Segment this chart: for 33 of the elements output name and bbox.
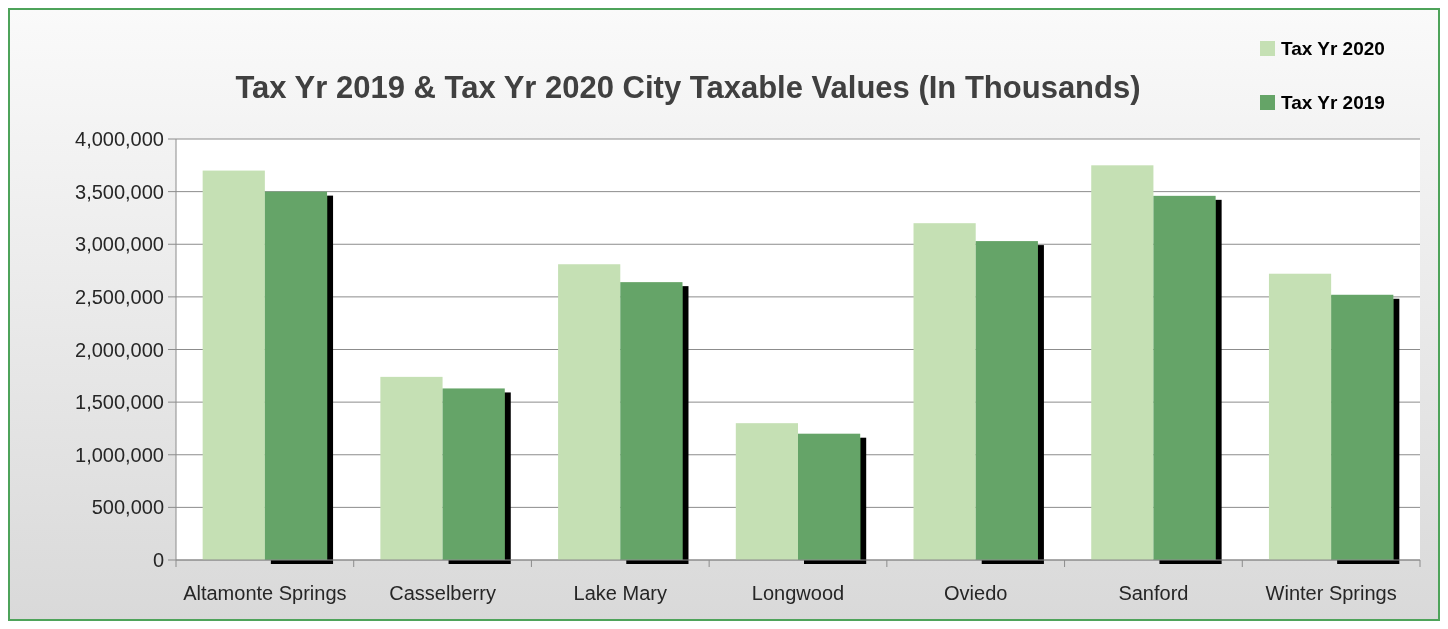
y-tick-label: 2,500,000: [75, 285, 164, 308]
x-tick-label: Lake Mary: [573, 582, 667, 604]
bar: [975, 241, 1038, 560]
x-tick-label: Altamonte Springs: [183, 582, 347, 604]
y-tick-label: 2,000,000: [75, 338, 164, 361]
bar: [264, 191, 328, 560]
bar: [558, 264, 621, 560]
bar: [1331, 294, 1394, 560]
chart-title: Tax Yr 2019 & Tax Yr 2020 City Taxable Values (In Thousands): [235, 70, 1141, 105]
bar: [798, 433, 861, 560]
bar: [380, 376, 443, 560]
x-tick-label: Winter Springs: [1265, 582, 1397, 604]
y-tick-label: 3,000,000: [75, 233, 164, 256]
bar: [1153, 195, 1216, 560]
y-tick-label: 3,500,000: [75, 180, 164, 203]
bar: [620, 282, 683, 560]
y-tick-label: 1,500,000: [75, 391, 164, 414]
y-tick-label: 1,000,000: [75, 443, 164, 466]
bar: [1091, 165, 1154, 560]
x-tick-label: Longwood: [751, 582, 845, 604]
legend-label: Tax Yr 2019: [1281, 92, 1385, 113]
x-tick-label: Casselberry: [389, 582, 496, 604]
x-tick-label: Sanford: [1118, 582, 1189, 604]
bar: [202, 170, 265, 560]
bar: [1268, 273, 1332, 560]
legend-label: Tax Yr 2020: [1281, 38, 1385, 59]
bar: [913, 223, 976, 560]
y-tick-label: 0: [152, 549, 164, 571]
y-tick-label: 4,000,000: [75, 128, 164, 150]
bar: [735, 423, 798, 560]
y-tick-label: 500,000: [91, 496, 164, 519]
bar: [442, 388, 505, 560]
x-tick-label: Oviedo: [944, 582, 1008, 604]
